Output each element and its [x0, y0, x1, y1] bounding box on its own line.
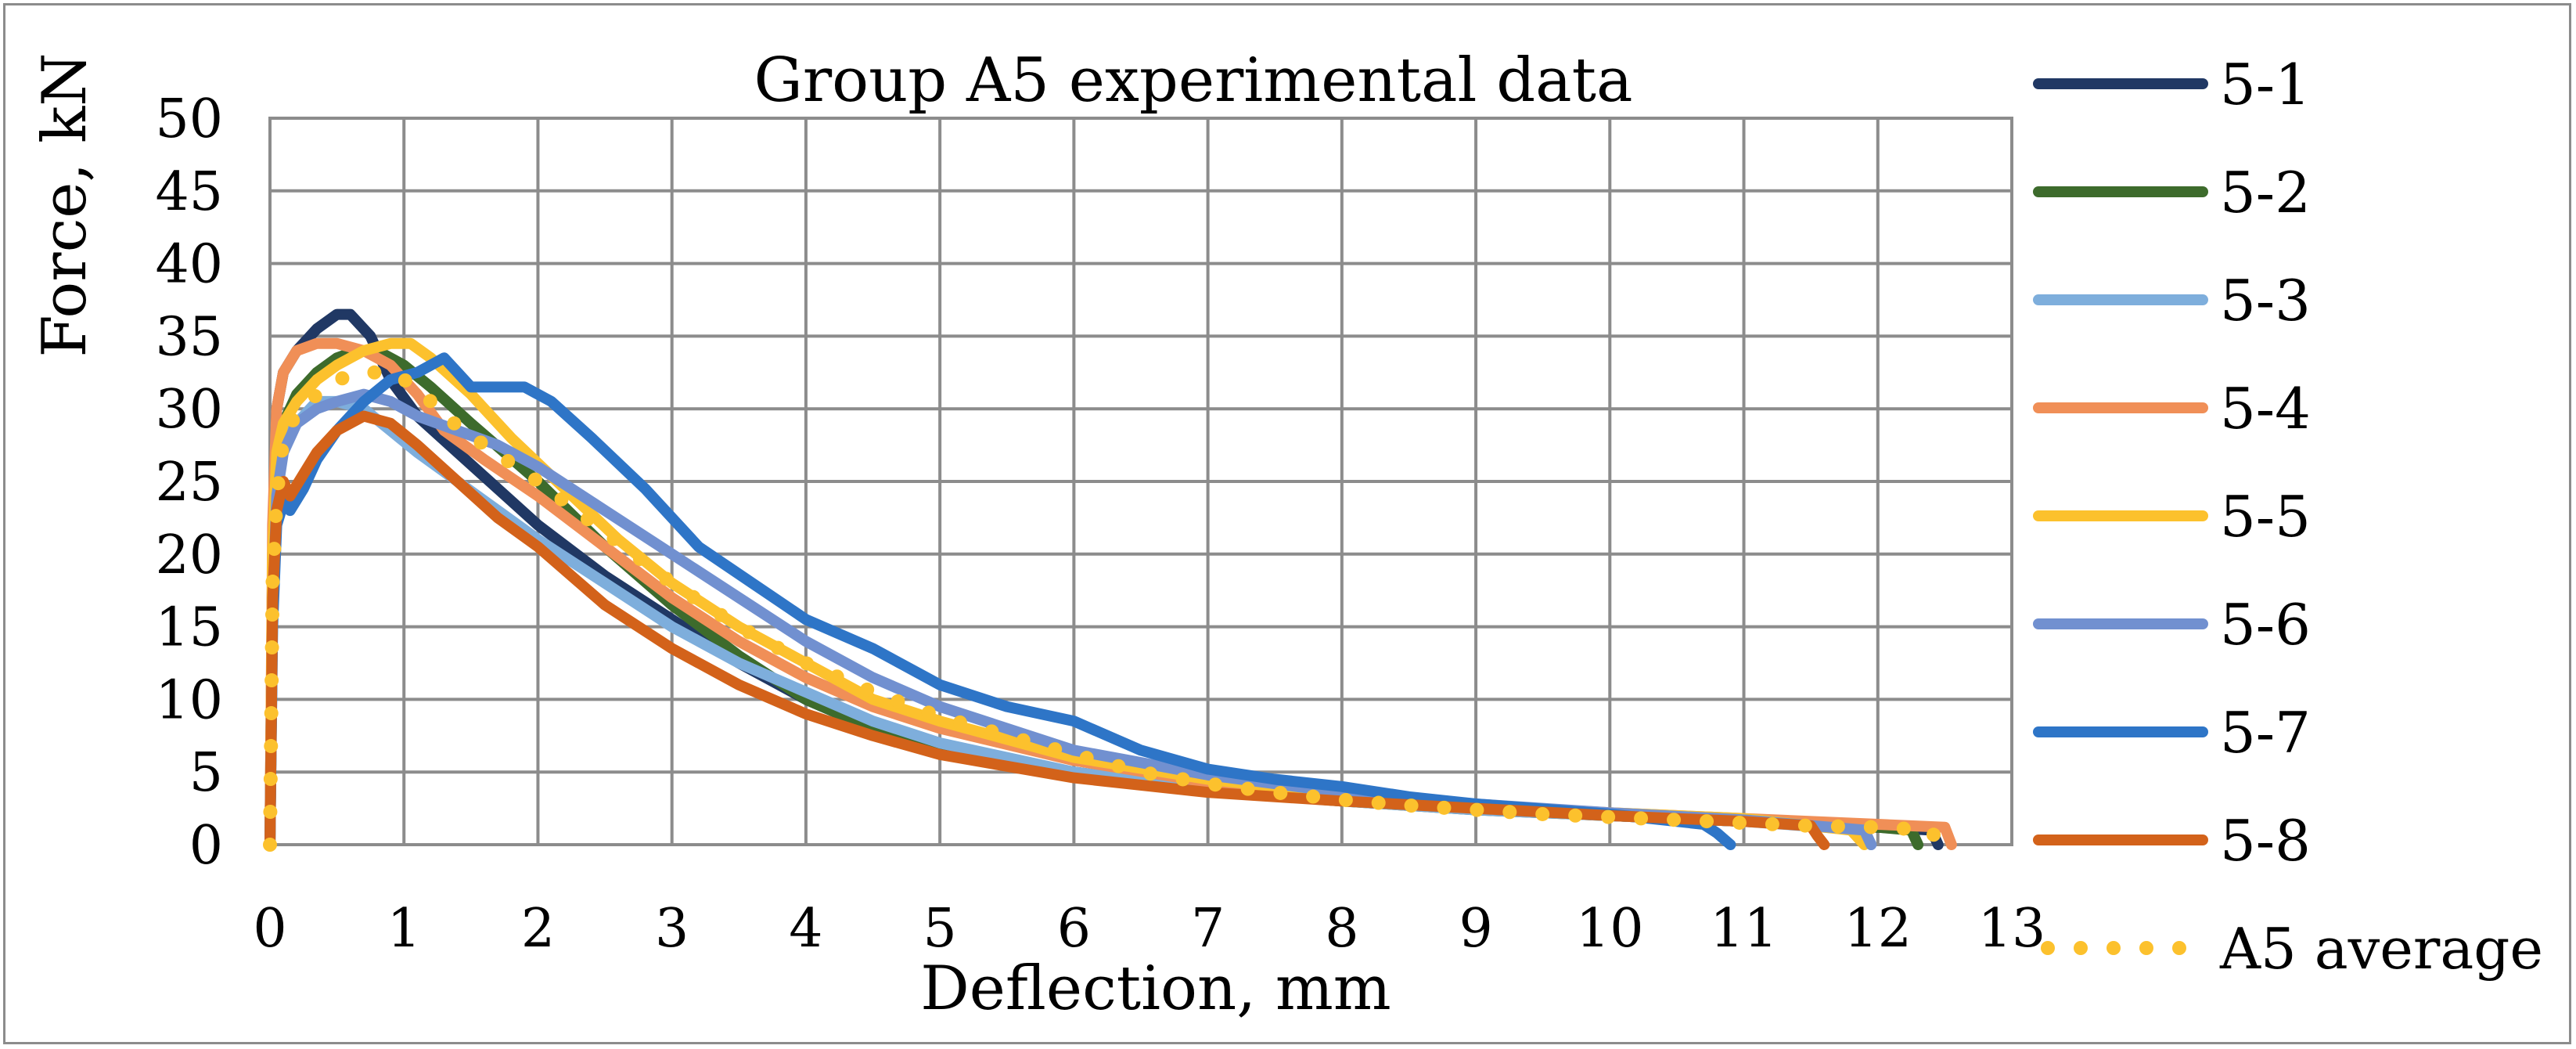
x-tick-label: 7	[1191, 898, 1225, 960]
y-tick-label: 5	[189, 742, 223, 804]
legend-label: 5-6	[2220, 592, 2311, 658]
x-tick-label: 8	[1325, 898, 1358, 960]
y-axis-label: Force, kN	[30, 52, 100, 357]
legend-label: 5-5	[2220, 484, 2311, 550]
x-tick-label: 5	[923, 898, 957, 960]
legend-label: 5-4	[2220, 376, 2311, 442]
x-tick-label: 2	[521, 898, 555, 960]
x-tick-label: 11	[1710, 898, 1778, 960]
x-tick-label: 6	[1057, 898, 1091, 960]
x-axis-label: Deflection, mm	[920, 953, 1391, 1024]
y-tick-label: 10	[155, 669, 223, 731]
series-line-a5-average	[263, 365, 1945, 852]
x-tick-label: 1	[387, 898, 421, 960]
x-tick-label: 0	[253, 898, 286, 960]
y-tick-label: 45	[155, 161, 223, 223]
x-tick-label: 13	[1978, 898, 2046, 960]
series-line-5-8	[264, 410, 1830, 850]
legend-label: 5-2	[2220, 160, 2311, 225]
y-tick-label: 50	[155, 88, 223, 150]
y-tick-label: 20	[155, 524, 223, 586]
y-tick-label: 15	[155, 597, 223, 659]
chart-title: Group A5 experimental data	[754, 45, 1633, 116]
x-tick-label: 10	[1576, 898, 1644, 960]
series-layer	[263, 308, 1957, 852]
y-tick-label: 35	[155, 306, 223, 368]
legend-label: 5-3	[2220, 268, 2311, 333]
x-tick-label: 4	[789, 898, 822, 960]
legend-label: 5-8	[2220, 808, 2311, 874]
y-tick-label: 40	[155, 234, 223, 296]
legend-label: A5 average	[2219, 916, 2543, 982]
x-tick-label: 9	[1459, 898, 1492, 960]
legend-label: 5-7	[2220, 700, 2311, 766]
y-tick-label: 0	[189, 815, 223, 877]
y-tick-label: 30	[155, 379, 223, 441]
x-tick-label: 3	[655, 898, 689, 960]
figure-frame: 0 1 2 3 4 5 6 7 8 9 10 11 12 13 0 5 10 15 20 25 30 35 40 45 50 G…	[3, 3, 2571, 1044]
y-tick-label: 25	[155, 452, 223, 514]
x-tick-label: 12	[1844, 898, 1912, 960]
series-line-5-4	[264, 337, 1957, 850]
legend: 5-1 5-2 5-3 5-4 5-5 5-6 5-7 5-8 A5 average	[2033, 52, 2543, 982]
legend-label: 5-1	[2220, 52, 2311, 117]
